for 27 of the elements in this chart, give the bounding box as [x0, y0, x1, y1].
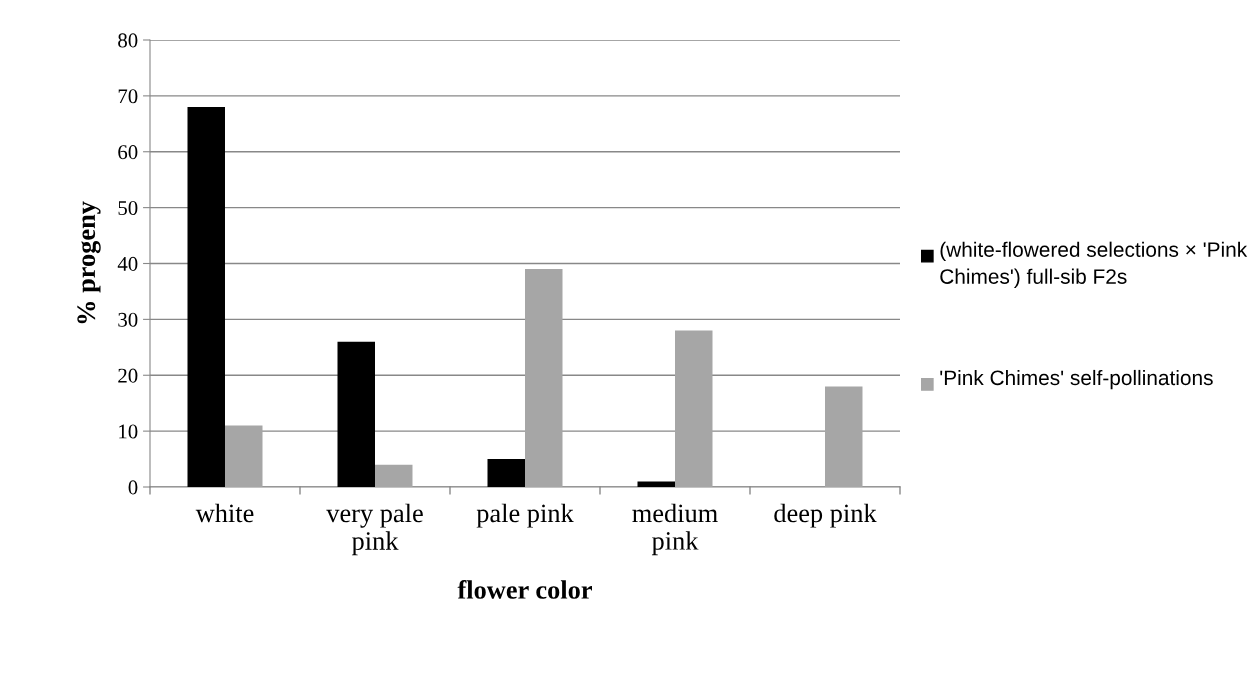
y-tick-label: 70 [118, 89, 138, 104]
y-tick-label: 60 [118, 145, 138, 160]
bar [225, 425, 263, 487]
bar [525, 269, 563, 487]
bar [337, 341, 375, 487]
y-tick-label: 50 [118, 201, 138, 216]
bar [825, 386, 863, 487]
x-axis-title: flower color [457, 580, 592, 599]
y-tick-label: 80 [118, 33, 138, 48]
x-tick-label: white [195, 503, 254, 523]
x-tick-label: deep pink [774, 503, 877, 528]
bar [187, 107, 225, 487]
bar [375, 464, 413, 487]
x-tick-label: pale pink [476, 503, 574, 528]
legend-label: 'Pink Chimes' self-pollinations [940, 369, 1213, 390]
y-tick-label: 30 [118, 312, 138, 327]
y-tick-label: 0 [128, 480, 138, 495]
y-tick-label: 20 [118, 368, 138, 383]
bar [637, 481, 675, 487]
bar [675, 330, 713, 487]
x-tick-label: very pale pink [326, 503, 423, 556]
y-tick-label: 40 [117, 256, 138, 271]
bar [487, 459, 525, 487]
y-tick-label: 10 [119, 424, 138, 439]
y-axis-title: % progeny [77, 201, 101, 324]
x-tick-label: medium pink [632, 503, 718, 556]
legend-label: (white-flowered selections × 'Pink Chimes') full-sib F2s [940, 241, 1248, 289]
